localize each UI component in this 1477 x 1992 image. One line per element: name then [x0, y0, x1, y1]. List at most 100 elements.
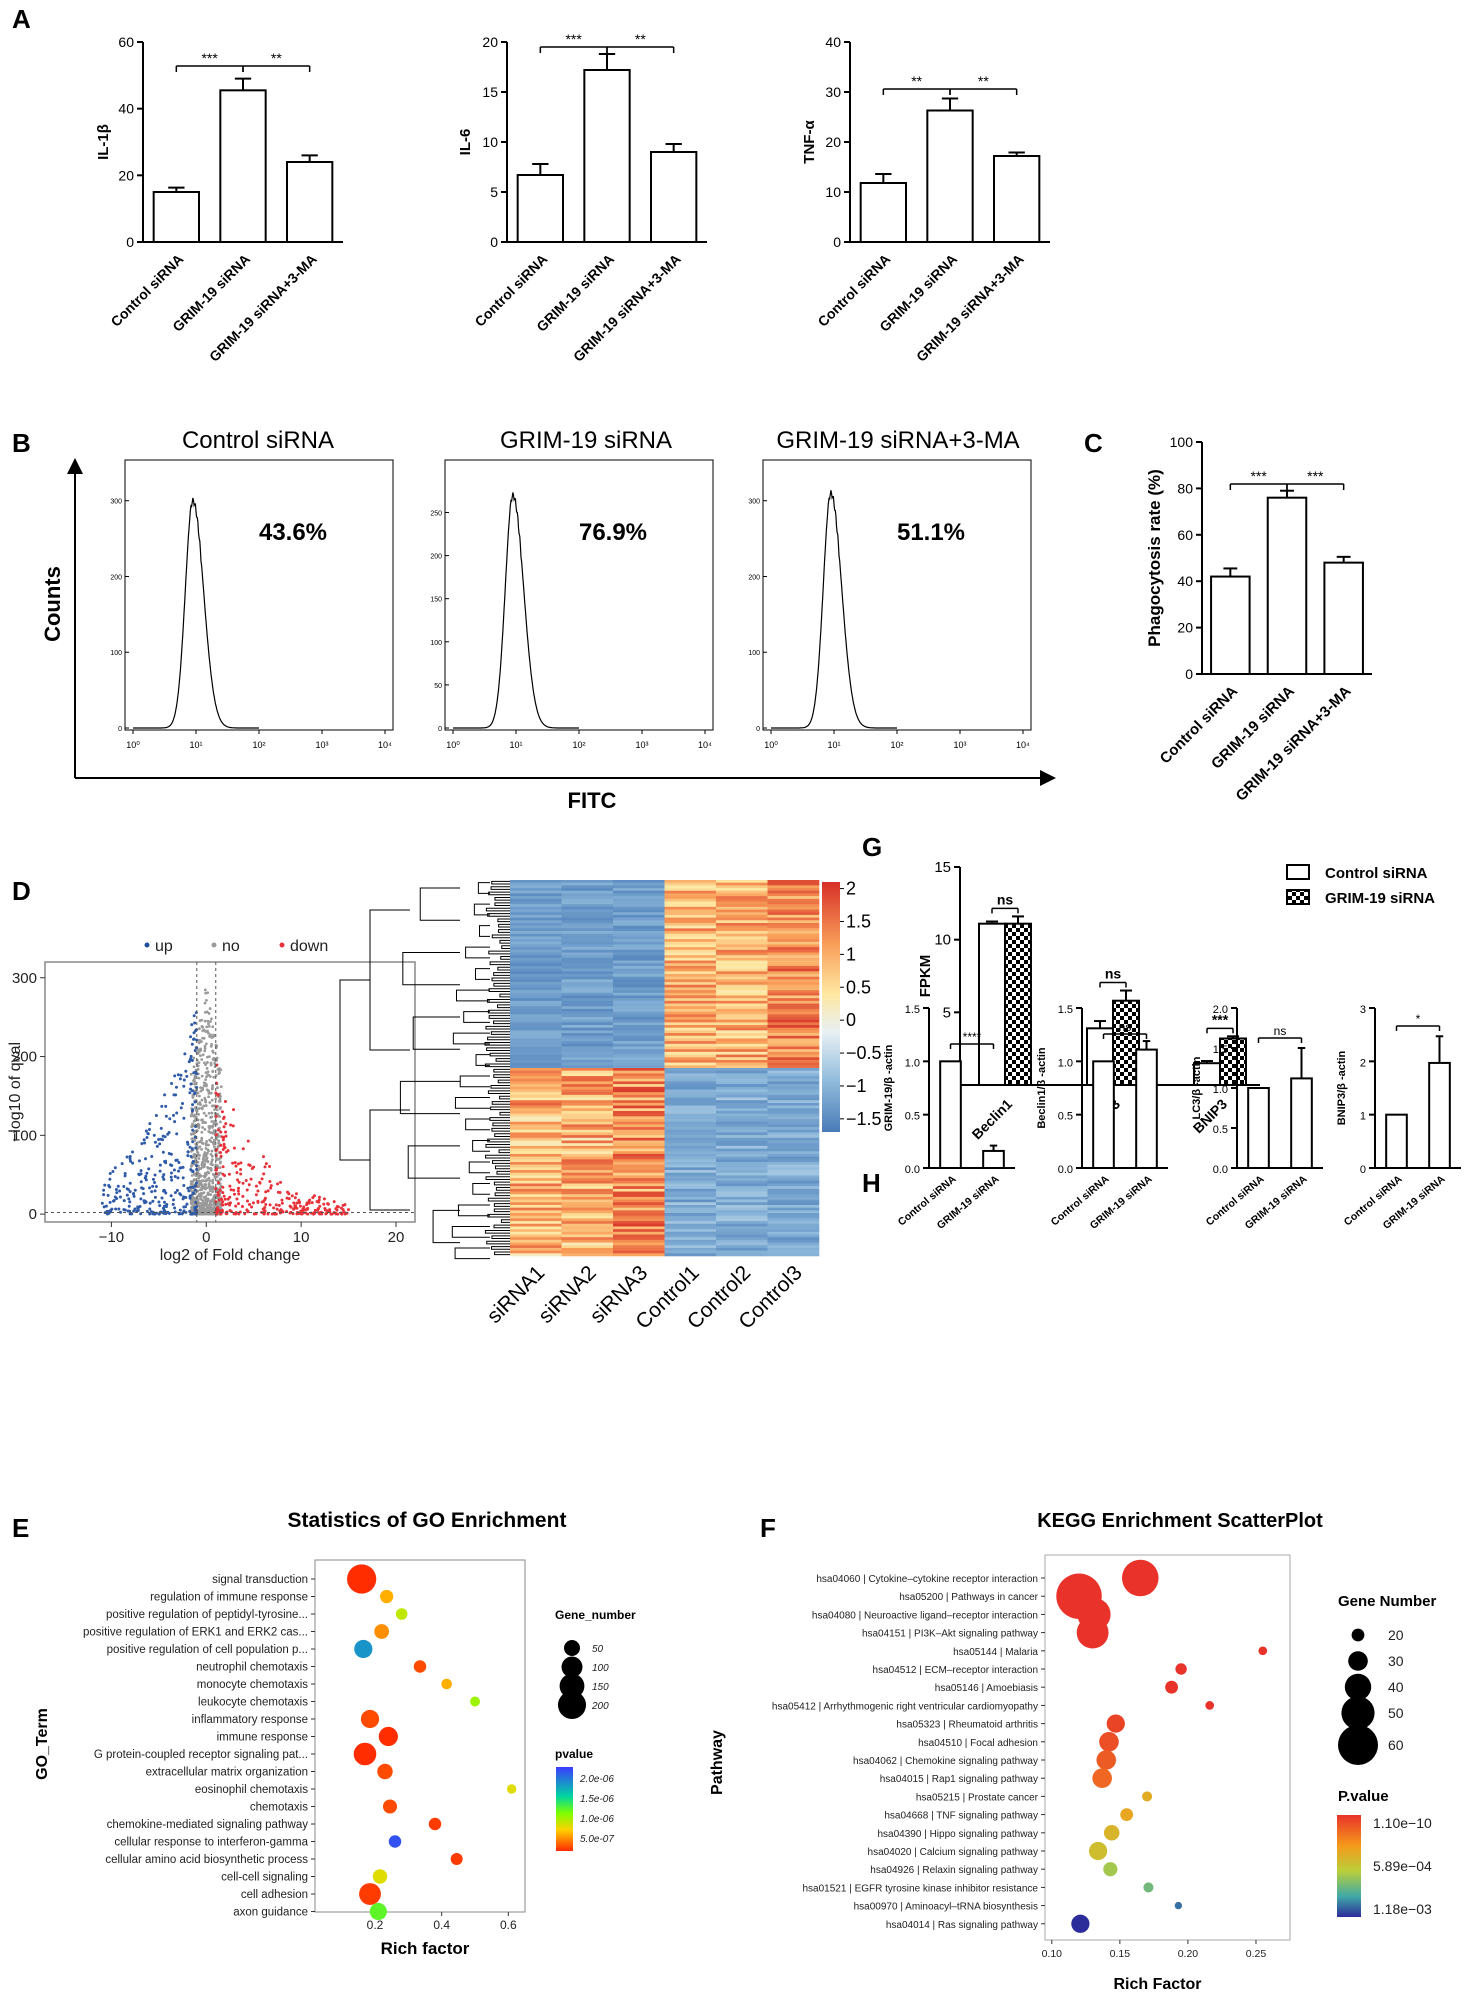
heatmap-cell: [510, 1003, 562, 1007]
heatmap-cell: [510, 960, 562, 964]
point: [190, 1042, 194, 1046]
heatmap-cell: [561, 1242, 614, 1246]
heatmap-cell: [767, 1226, 820, 1230]
point: [218, 1099, 222, 1103]
point: [313, 1208, 317, 1212]
heatmap-cell: [664, 939, 717, 943]
heatmap-cell: [767, 885, 820, 889]
heatmap-cell: [664, 1215, 717, 1219]
x-tick-label: 10⁰: [446, 740, 460, 750]
point: [294, 1192, 298, 1196]
heatmap-cell: [613, 1073, 665, 1077]
x-axis-label: FITC: [568, 788, 617, 813]
dot: [441, 1678, 452, 1690]
heatmap-cell: [716, 1025, 768, 1029]
point: [137, 1172, 141, 1176]
point: [157, 1138, 161, 1142]
point: [332, 1200, 336, 1204]
heatmap-cell: [767, 925, 820, 929]
pathway-label: hsa05215 | Prostate cancer: [916, 1792, 1039, 1803]
point: [210, 1136, 214, 1140]
heatmap-cell: [716, 909, 768, 913]
point: [207, 1031, 210, 1035]
heatmap-cell: [767, 1102, 820, 1106]
point: [207, 1089, 210, 1093]
size-legend-label: 100: [592, 1663, 609, 1674]
heatmap-cell: [613, 912, 665, 916]
heatmap-cell: [716, 990, 768, 994]
heatmap-cell: [767, 909, 820, 913]
heatmap-cell: [716, 1204, 768, 1208]
heatmap-cell: [767, 1119, 820, 1123]
pathway-label: hsa04510 | Focal adhesion: [918, 1738, 1038, 1749]
point: [195, 1109, 199, 1113]
point: [214, 1115, 218, 1119]
heatmap-cell: [613, 979, 665, 983]
heatmap-cell: [561, 1086, 614, 1090]
point: [204, 1147, 208, 1150]
heatmap-cell: [613, 931, 665, 935]
heatmap-cell: [613, 1014, 665, 1018]
point: [211, 1049, 215, 1053]
point: [254, 1193, 258, 1197]
heatmap-cell: [767, 1097, 820, 1101]
heatmap-cell: [510, 1196, 562, 1200]
heatmap-cell: [561, 1051, 614, 1055]
heatmap-cell: [613, 1204, 665, 1208]
point: [207, 1111, 211, 1115]
heatmap-cell: [664, 1194, 717, 1198]
point: [204, 998, 208, 1002]
point: [228, 1208, 232, 1212]
heatmap-cell: [561, 1215, 614, 1219]
heatmap-cell: [716, 880, 768, 883]
heatmap-cell: [716, 1081, 768, 1085]
significance-label: **: [911, 73, 922, 89]
point: [268, 1164, 272, 1168]
histogram-title: Control siRNA: [182, 427, 334, 454]
heatmap-cell: [767, 1159, 820, 1163]
point: [189, 1132, 193, 1136]
dot: [1096, 1750, 1117, 1770]
y-tick-label: 100: [12, 1127, 37, 1144]
point: [280, 1198, 284, 1202]
heatmap-cell: [767, 888, 820, 892]
point: [171, 1202, 175, 1206]
colorbar-tick-label: 1.0e-06: [580, 1814, 614, 1825]
heatmap-cell: [716, 1188, 768, 1192]
point: [204, 1121, 207, 1125]
point: [289, 1205, 293, 1209]
heatmap-cell: [510, 1135, 562, 1139]
point: [190, 1137, 194, 1141]
heatmap-cell: [664, 1162, 717, 1165]
point: [148, 1122, 152, 1126]
y-tick-label: 0.5: [905, 1111, 920, 1123]
heatmap-cell: [613, 968, 665, 972]
heatmap-cell: [561, 974, 614, 977]
y-tick-label: 80: [1177, 480, 1193, 496]
point: [103, 1183, 107, 1187]
heatmap-cell: [664, 1221, 717, 1225]
point: [312, 1211, 316, 1215]
heatmap-cell: [561, 1014, 614, 1018]
y-tick-label: 1: [1360, 1111, 1366, 1123]
heatmap-cell: [716, 1054, 768, 1058]
point: [202, 1081, 206, 1085]
significance-label: ***: [201, 50, 218, 66]
heatmap-cell: [510, 1014, 562, 1018]
heatmap-cell: [716, 995, 768, 999]
point: [190, 1198, 194, 1202]
heatmap-cell: [767, 898, 820, 902]
point: [208, 1124, 212, 1128]
heatmap-cell: [510, 1175, 562, 1179]
heatmap-cell: [510, 909, 562, 913]
heatmap-cell: [510, 1156, 562, 1160]
point: [179, 1073, 183, 1077]
heatmap-cell: [767, 1231, 820, 1235]
dot: [1103, 1862, 1118, 1877]
size-legend-dot: [1348, 1651, 1368, 1671]
bar: [219, 89, 267, 244]
point: [105, 1209, 109, 1213]
bar: [859, 182, 908, 243]
point: [197, 1048, 201, 1052]
